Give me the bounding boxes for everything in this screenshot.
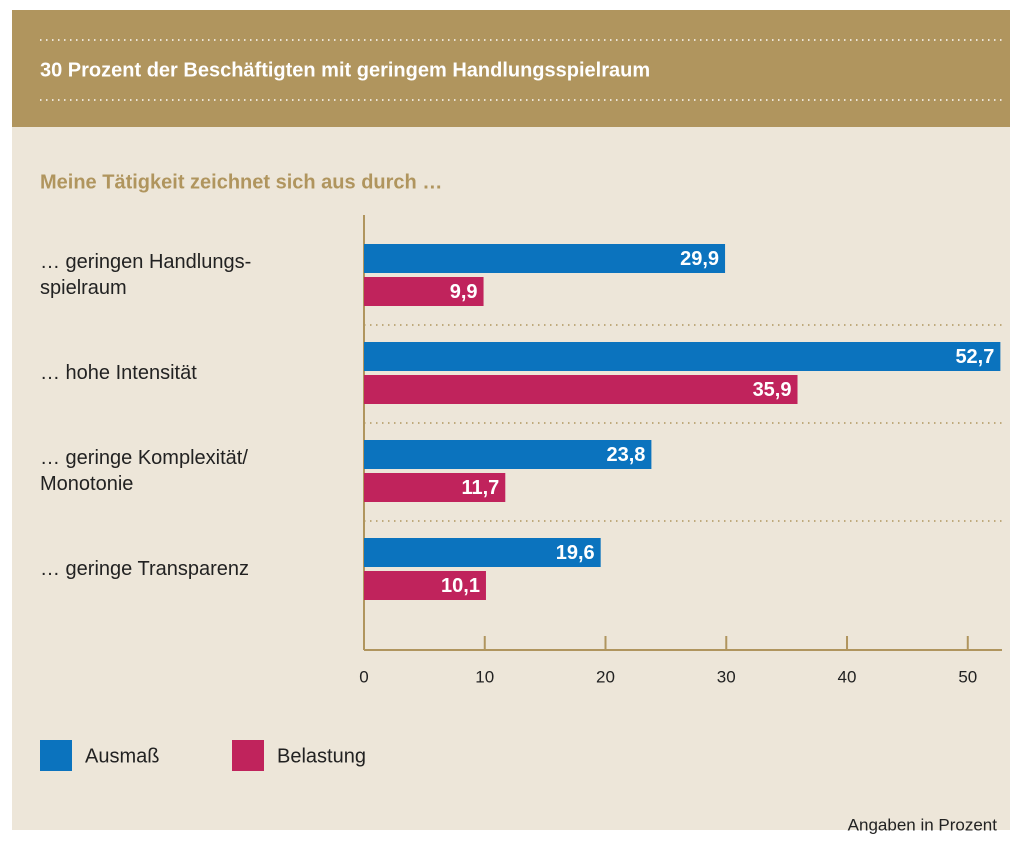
bar bbox=[364, 375, 798, 404]
value-label: 35,9 bbox=[753, 379, 792, 401]
legend-label: Ausmaß bbox=[85, 745, 159, 767]
bar bbox=[364, 244, 726, 273]
bar bbox=[364, 440, 652, 469]
category-label: … hohe Intensität bbox=[40, 362, 197, 384]
x-tick-label: 40 bbox=[838, 667, 857, 686]
card bbox=[12, 10, 1010, 830]
bar bbox=[364, 277, 484, 306]
bar bbox=[364, 342, 1001, 371]
x-tick-label: 50 bbox=[958, 667, 977, 686]
category-label: … geringe Transparenz bbox=[40, 558, 250, 580]
chart-title: 30 Prozent der Beschäftigten mit geringe… bbox=[40, 59, 650, 81]
value-label: 19,6 bbox=[556, 542, 595, 564]
value-label: 9,9 bbox=[450, 281, 478, 303]
bar bbox=[364, 473, 506, 502]
bar bbox=[364, 571, 486, 600]
value-label: 29,9 bbox=[680, 248, 719, 270]
note: Angaben in Prozent bbox=[848, 815, 998, 834]
x-tick-label: 0 bbox=[359, 667, 368, 686]
x-tick-label: 30 bbox=[717, 667, 736, 686]
value-label: 11,7 bbox=[461, 477, 499, 499]
value-label: 52,7 bbox=[955, 346, 994, 368]
category-label: … geringe Komplexität/ Monotonie bbox=[40, 447, 248, 495]
legend-swatch bbox=[40, 740, 72, 771]
category-label: … geringen Handlungs- spielraum bbox=[40, 251, 252, 299]
header bbox=[12, 10, 1010, 127]
x-tick-label: 20 bbox=[596, 667, 615, 686]
x-tick-label: 10 bbox=[475, 667, 494, 686]
legend-label: Belastung bbox=[277, 745, 366, 767]
bar bbox=[364, 538, 601, 567]
chart-subtitle: Meine Tätigkeit zeichnet sich aus durch … bbox=[40, 171, 442, 193]
value-label: 23,8 bbox=[606, 444, 645, 466]
legend-swatch bbox=[232, 740, 264, 771]
value-label: 10,1 bbox=[441, 575, 480, 597]
